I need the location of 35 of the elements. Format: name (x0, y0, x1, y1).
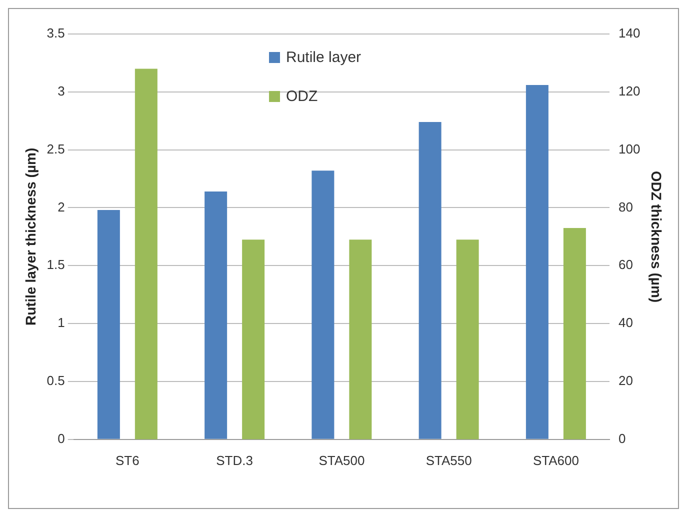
y2-tick-label: 60 (618, 257, 633, 272)
bar (204, 192, 228, 439)
bar (134, 68, 158, 440)
bar (97, 210, 120, 439)
y-tick-label: 1 (58, 315, 65, 330)
x-tick-label: STA500 (318, 452, 365, 468)
bar (456, 240, 479, 440)
y2-tick-label: 40 (618, 315, 633, 330)
bar (242, 240, 265, 440)
y-tick-label: 2 (58, 199, 65, 214)
x-tick-label: STA600 (532, 452, 579, 468)
legend-label: ODZ (286, 88, 318, 105)
bar (312, 170, 334, 439)
bar (526, 84, 548, 439)
y-tick-label: 3.5 (46, 26, 65, 41)
y2-tick-label: 0 (618, 430, 626, 446)
y-tick-label: 3 (58, 83, 65, 98)
legend-label: Rutile layer (286, 49, 362, 66)
y2-tick-label: 120 (618, 83, 640, 98)
y2-tick-label: 140 (618, 26, 640, 41)
y-tick-label: 2.5 (46, 141, 65, 156)
x-tick-label: STD.3 (216, 452, 253, 468)
bar (563, 228, 586, 440)
y2-tick-label: 20 (618, 373, 633, 388)
y2-axis-title: ODZ thickness (µm) (648, 170, 665, 303)
bar (418, 122, 442, 439)
y2-tick-label: 80 (618, 199, 633, 214)
bar (349, 240, 372, 440)
y-axis-title: Rutile layer thickness (µm) (22, 148, 38, 326)
y-tick-label: 0 (58, 430, 65, 446)
x-tick-label: ST6 (116, 452, 140, 468)
y2-tick-label: 100 (618, 141, 640, 156)
y-tick-label: 0.5 (46, 373, 65, 388)
y-tick-label: 1.5 (46, 257, 65, 272)
x-tick-label: STA550 (426, 452, 472, 468)
